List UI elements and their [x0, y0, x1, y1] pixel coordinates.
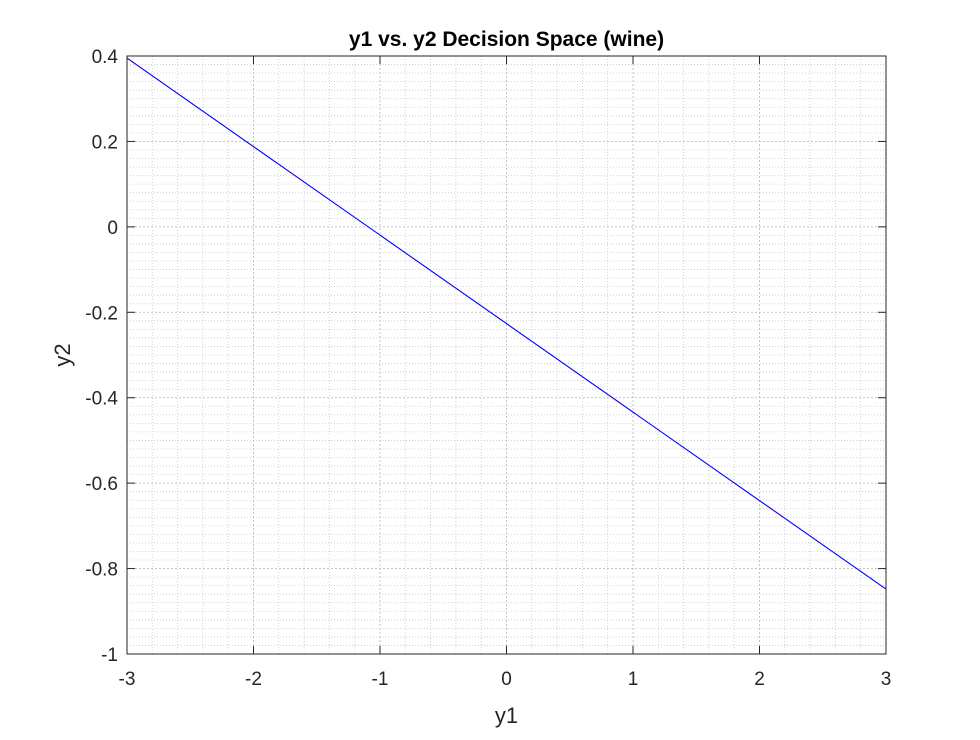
y-tick-label: 0.2 [92, 132, 118, 153]
y-tick-label: 0.4 [92, 47, 119, 68]
x-tick-label: -2 [245, 669, 262, 690]
y-tick-label: -0.2 [85, 303, 118, 324]
x-tick-label: 3 [881, 669, 892, 690]
y-tick-label: -0.4 [85, 389, 118, 410]
x-tick-label: 2 [754, 669, 765, 690]
major-grid [127, 56, 886, 654]
y-axis-label: y2 [50, 343, 75, 366]
y-tick-label: -0.6 [85, 474, 118, 495]
ticks [126, 55, 887, 655]
x-tick-label: -1 [372, 669, 389, 690]
series-line [126, 57, 887, 590]
x-axis-label: y1 [495, 703, 518, 728]
series-layer [126, 57, 887, 590]
tick-labels: -3 -2 -1 0 1 2 3 -1 -0.8 -0.6 -0.4 -0.2 0 0.2 0.4 [85, 47, 891, 690]
x-tick-label: -3 [119, 669, 136, 690]
y-tick-label: 0 [107, 218, 118, 239]
chart-title: y1 vs. y2 Decision Space (wine) [349, 28, 664, 51]
x-tick-label: 1 [628, 669, 639, 690]
x-tick-label: 0 [501, 669, 512, 690]
y-tick-label: -1 [101, 645, 118, 666]
y-tick-label: -0.8 [85, 560, 118, 581]
